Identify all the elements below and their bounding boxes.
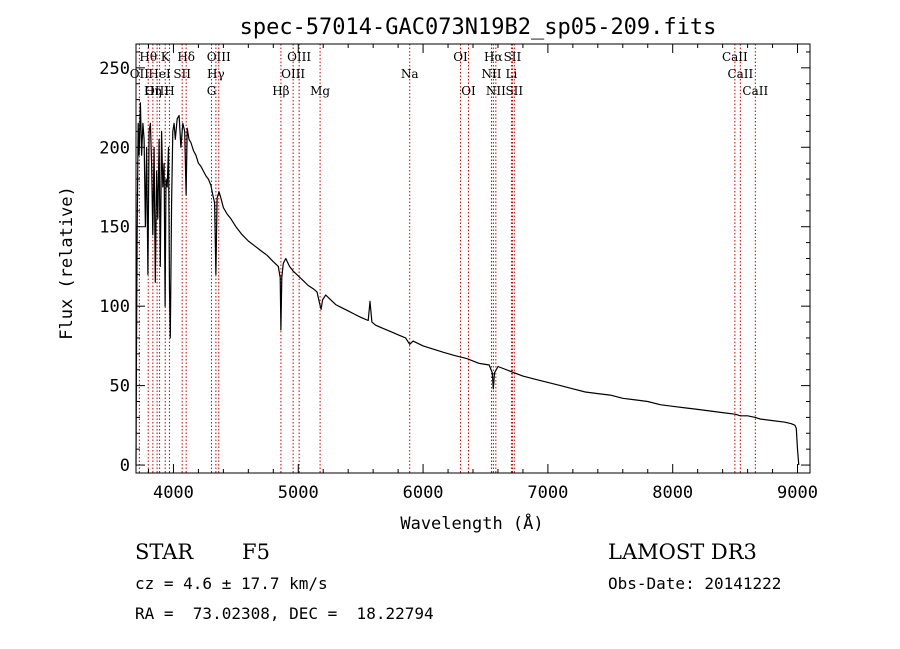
spectrum-series [135,102,800,466]
spectral-line-label: Na [401,67,419,81]
object-class: STAR [135,540,194,564]
plot-frame [135,43,811,474]
y-axis: 0 50 100 150 200 250 [99,51,810,476]
spectral-line-label: OI [453,50,468,64]
x-axis-label: Wavelength (Å) [400,512,543,534]
spectral-line-label: K [161,50,171,64]
spectral-line-label: OIII [281,67,305,81]
spectral-line-label: H [164,84,174,98]
x-tick-label: 9000 [777,483,818,503]
spectral-line-label: Hδ [177,50,195,64]
spectral-line-label: OI [461,84,476,98]
y-tick-label: 200 [99,138,130,158]
spectral-line-label: OII [130,67,150,81]
spectral-line-label: OIII [207,50,231,64]
observation-date: Obs-Date: 20141222 [608,574,781,593]
y-tick-label: 0 [120,456,130,476]
spectral-line-label: CaII [727,67,753,81]
coordinates-readout: RA = 73.02308, DEC = 18.22794 [135,604,434,623]
spectral-line-markers [138,44,756,473]
spectral-line-label: SII [504,50,522,64]
spectral-line-label: OIII [145,84,169,98]
x-tick-label: 4000 [153,483,194,503]
object-subclass: F5 [242,540,270,564]
spectral-line-label: HeI [148,67,171,81]
chart-title: spec-57014-GAC073N19B2_sp05-209.fits [240,15,717,40]
spectral-line-label: OIII [287,50,311,64]
redshift-readout: cz = 4.6 ± 17.7 km/s [135,574,328,593]
spectral-line-label: NII [481,67,501,81]
spectral-line-label: G [207,84,217,98]
spectral-line-label: NII [486,84,506,98]
y-tick-label: 100 [99,297,130,317]
x-axis: 4000 5000 6000 7000 8000 9000 [147,44,818,503]
spectral-line-label: Hβ [272,84,289,98]
spectral-line-label: Li [506,67,518,81]
spectral-line-label: Hη [144,84,162,98]
y-tick-label: 50 [110,377,130,397]
spectral-line-label: Hα [484,50,503,64]
y-tick-label: 150 [99,218,130,238]
spectral-line-label: SII [505,84,523,98]
survey-name: LAMOST DR3 [608,540,757,564]
y-axis-label: Flux (relative) [57,186,77,340]
spectral-line-label: SII [173,67,191,81]
y-tick-label: 250 [99,59,130,79]
x-tick-label: 5000 [278,483,319,503]
spectrum-line [135,102,800,466]
spectral-line-label: Hγ [207,67,225,81]
spectral-line-label: CaII [742,84,768,98]
spectral-line-label: CaII [722,50,748,64]
x-tick-label: 7000 [527,483,568,503]
x-tick-label: 8000 [652,483,693,503]
spectral-line-label: Hθ [139,50,157,64]
spectral-line-label: Mg [310,84,330,98]
x-tick-label: 6000 [403,483,444,503]
